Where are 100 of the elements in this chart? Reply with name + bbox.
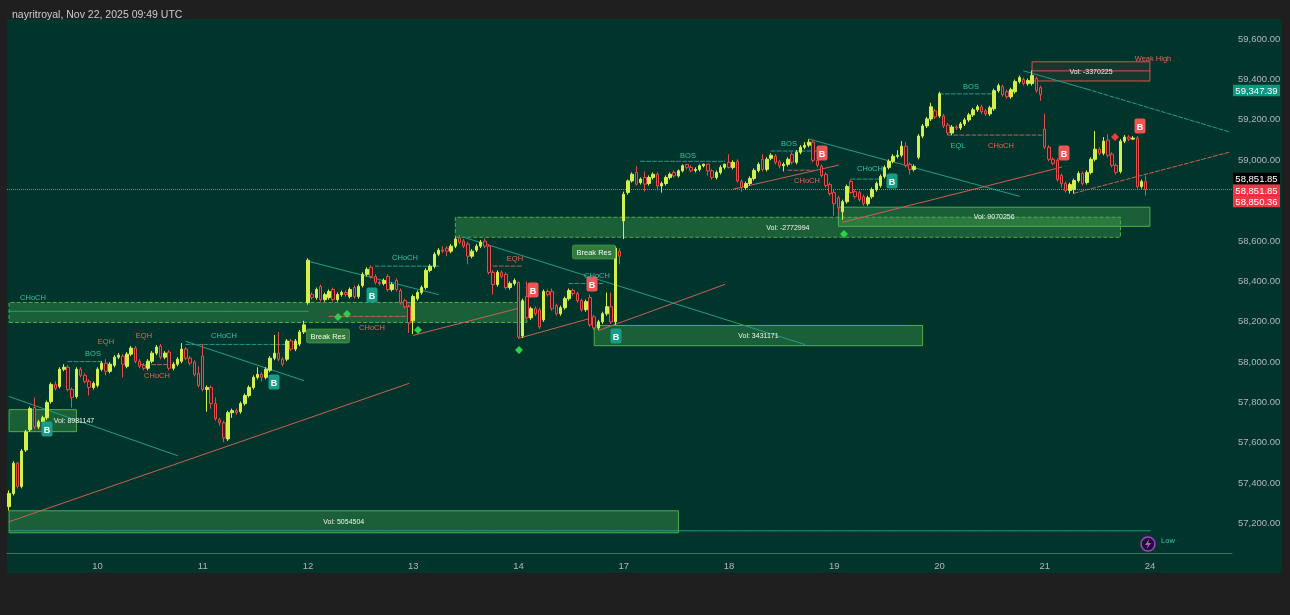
candlestick bbox=[310, 292, 314, 301]
annotation: B bbox=[270, 377, 278, 388]
candlestick bbox=[635, 165, 638, 187]
x-tick-label: 17 bbox=[618, 559, 629, 571]
y-tick-label: 58,400.00 bbox=[1238, 274, 1281, 286]
y-tick-label: 58,000.00 bbox=[1238, 355, 1281, 367]
candlestick bbox=[142, 362, 146, 371]
candlestick bbox=[786, 156, 790, 167]
candlestick bbox=[723, 163, 726, 170]
candlestick bbox=[75, 366, 78, 400]
candlestick bbox=[1013, 79, 1017, 95]
candlestick bbox=[1102, 136, 1105, 156]
candlestick bbox=[685, 163, 689, 170]
candlestick bbox=[424, 267, 428, 291]
annotation: B bbox=[1136, 121, 1144, 132]
candlestick bbox=[694, 166, 697, 173]
y-tick-label: 57,600.00 bbox=[1238, 436, 1281, 448]
candlestick bbox=[1098, 146, 1101, 156]
candlestick bbox=[180, 342, 183, 364]
candlestick bbox=[761, 153, 764, 172]
candlestick bbox=[1005, 89, 1009, 100]
candlestick bbox=[967, 112, 971, 123]
chart-title: nayritroyal, Nov 22, 2025 09:49 UTC bbox=[12, 7, 183, 20]
candlestick bbox=[226, 410, 230, 442]
y-tick-label: 58,600.00 bbox=[1238, 234, 1281, 246]
candlestick bbox=[1030, 69, 1034, 87]
candlestick bbox=[205, 384, 209, 413]
candlestick bbox=[643, 170, 647, 193]
candlestick bbox=[504, 271, 508, 291]
y-tick-label: 57,400.00 bbox=[1238, 476, 1281, 488]
candlestick bbox=[984, 108, 987, 117]
candlestick bbox=[971, 107, 975, 118]
y-tick-label: 57,800.00 bbox=[1238, 396, 1281, 408]
candlestick bbox=[33, 397, 36, 430]
candlestick bbox=[1119, 138, 1122, 174]
candlestick bbox=[411, 294, 415, 335]
x-tick-label: 24 bbox=[1144, 559, 1156, 571]
candlestick bbox=[862, 194, 865, 207]
y-tick-label: 59,400.00 bbox=[1238, 73, 1281, 85]
candlestick bbox=[172, 361, 175, 371]
candlestick bbox=[950, 124, 954, 136]
candlestick bbox=[938, 91, 941, 119]
annotation: B bbox=[612, 331, 620, 342]
text: 58,850.36 bbox=[1235, 196, 1278, 207]
candlestick bbox=[260, 371, 263, 382]
candlestick bbox=[458, 234, 461, 245]
candlestick bbox=[727, 153, 731, 169]
candlestick bbox=[992, 88, 996, 112]
candlestick bbox=[639, 176, 642, 186]
x-tick-label: 20 bbox=[934, 559, 945, 571]
candlestick bbox=[395, 277, 398, 293]
candlestick bbox=[1081, 170, 1084, 187]
annotation: B bbox=[1060, 148, 1068, 159]
candlestick bbox=[277, 331, 280, 362]
candlestick bbox=[479, 239, 482, 249]
candlestick bbox=[445, 245, 449, 257]
candlestick bbox=[16, 461, 19, 489]
x-tick-label: 10 bbox=[92, 559, 103, 571]
candlestick bbox=[327, 289, 331, 301]
candlestick bbox=[470, 248, 474, 259]
candlestick bbox=[1144, 174, 1147, 197]
candlestick bbox=[315, 287, 318, 301]
candlestick bbox=[348, 287, 352, 300]
candlestick bbox=[382, 277, 386, 286]
candlestick bbox=[517, 280, 520, 340]
candlestick bbox=[336, 292, 339, 303]
annotation: B bbox=[588, 279, 596, 290]
candlestick bbox=[955, 124, 958, 131]
candlestick bbox=[731, 159, 735, 170]
candlestick bbox=[357, 283, 360, 300]
candlestick bbox=[235, 408, 238, 416]
candlestick bbox=[710, 168, 714, 180]
candlestick bbox=[765, 156, 769, 172]
candlestick bbox=[681, 163, 684, 173]
candlestick bbox=[353, 285, 356, 300]
text: 58,851.85 bbox=[1235, 184, 1278, 196]
x-tick-label: 18 bbox=[723, 559, 735, 571]
annotation: B bbox=[888, 176, 896, 187]
candlestick bbox=[807, 138, 811, 148]
candlestick bbox=[159, 343, 162, 360]
candlestick bbox=[542, 289, 545, 323]
candlestick bbox=[1140, 179, 1143, 190]
candlestick bbox=[1127, 134, 1131, 142]
candlestick bbox=[1136, 135, 1139, 190]
candlestick bbox=[614, 245, 617, 326]
candlestick bbox=[900, 140, 903, 158]
candlestick bbox=[508, 280, 512, 291]
candlestick bbox=[584, 299, 588, 313]
candlestick bbox=[1022, 77, 1025, 87]
y-tick-label: 59,000.00 bbox=[1238, 153, 1281, 165]
candlestick bbox=[588, 294, 592, 328]
candlestick bbox=[795, 149, 798, 165]
candlestick bbox=[912, 163, 916, 172]
candlestick bbox=[289, 338, 293, 352]
y-tick-label: 59,600.00 bbox=[1238, 32, 1281, 44]
candlestick bbox=[550, 288, 554, 312]
candlestick bbox=[790, 151, 794, 165]
x-tick-label: 12 bbox=[302, 559, 314, 571]
candlestick bbox=[538, 307, 541, 330]
candlestick bbox=[323, 292, 327, 303]
